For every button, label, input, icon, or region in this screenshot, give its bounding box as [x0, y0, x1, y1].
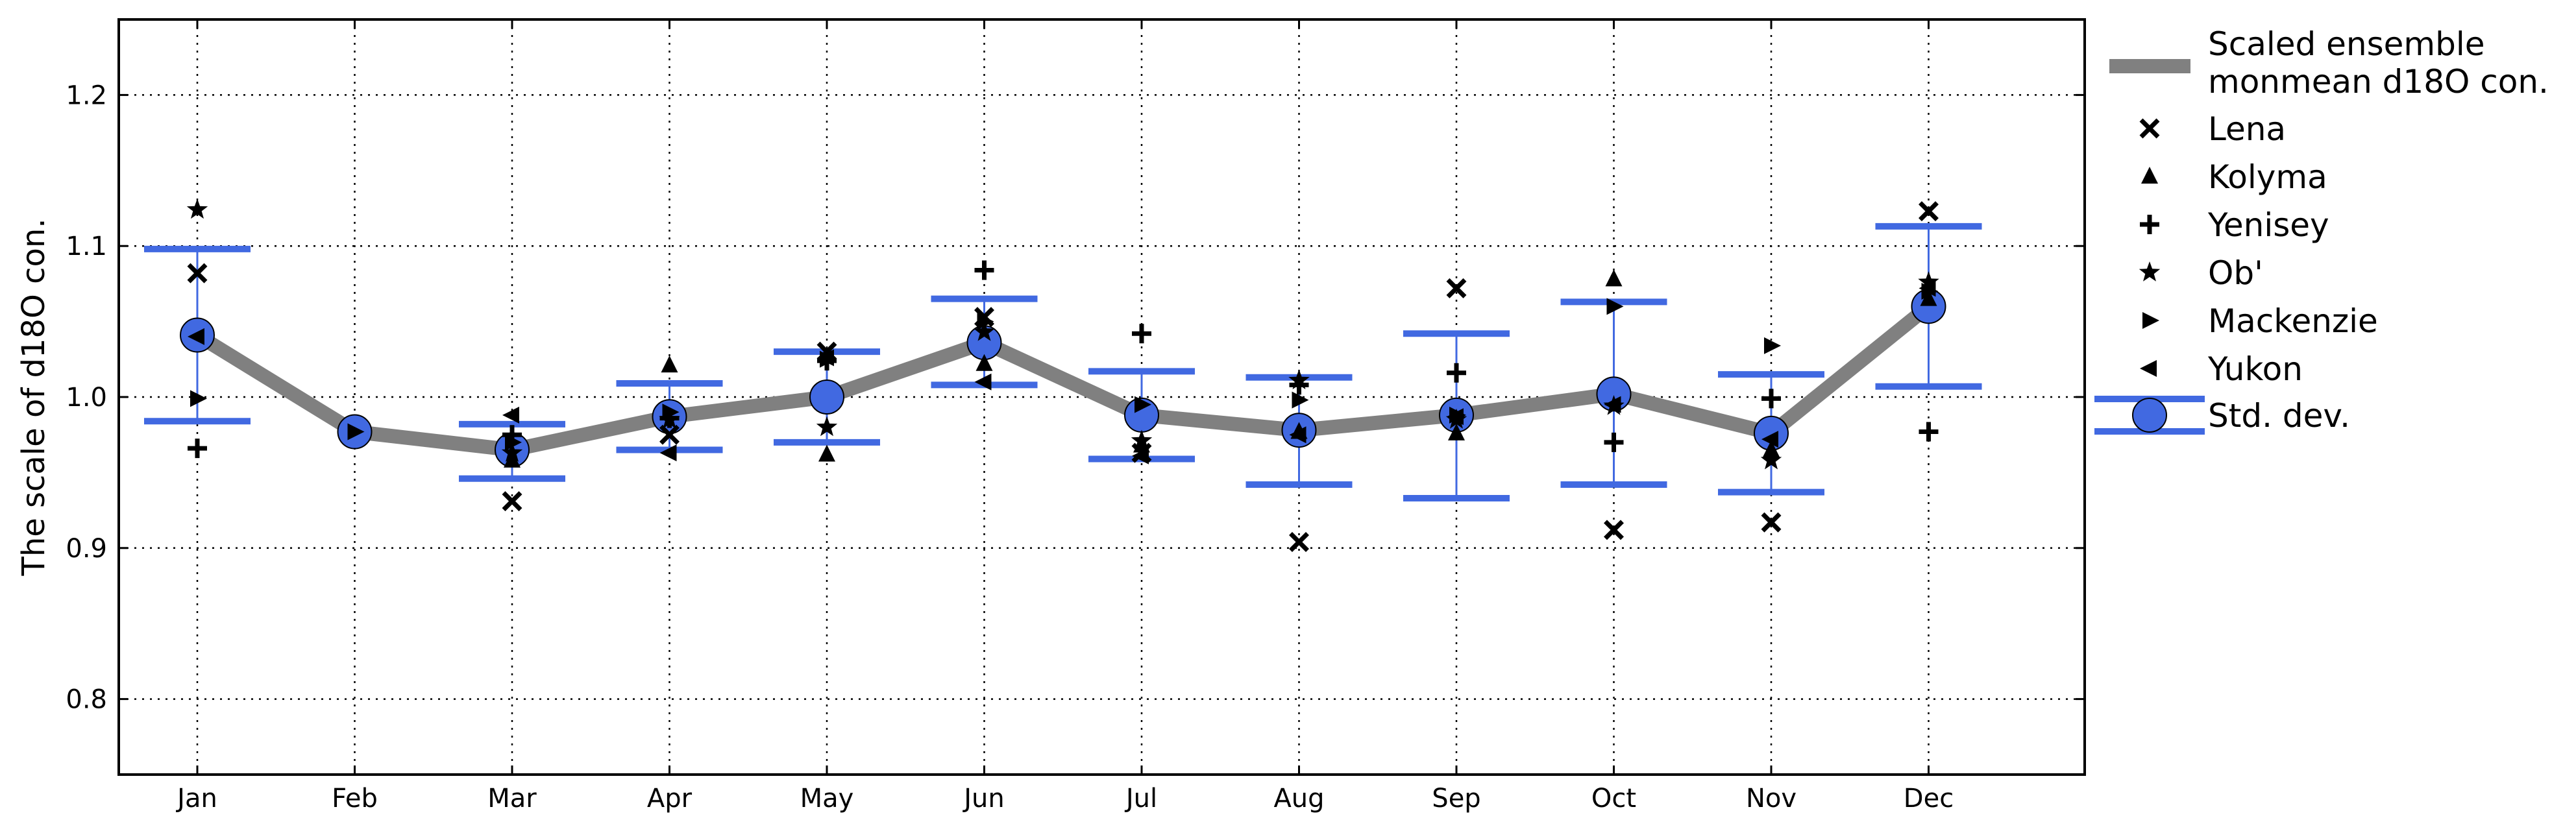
marker-ob: [501, 442, 523, 462]
marker-ob: [1918, 271, 1939, 291]
legend-label: Scaled ensemble monmean d18O con.: [2208, 25, 2549, 101]
marker-yenisey: [1761, 389, 1781, 409]
marker-ob: [1760, 449, 1782, 470]
y-tick-label: 1.1: [66, 232, 107, 261]
marker-mackenzie: [1292, 391, 1309, 409]
y-axis-label: The scale of d18O con.: [16, 218, 52, 576]
marker-ob: [1288, 369, 1310, 390]
grid: [119, 19, 2085, 775]
legend-handle-mackenzie: [2142, 312, 2159, 329]
marker-lena: [502, 491, 522, 512]
legend-label: Yukon: [2207, 350, 2303, 388]
legend-label: Lena: [2208, 110, 2286, 148]
marker-lena: [1289, 532, 1309, 552]
marker-ob: [186, 199, 208, 219]
marker-kolyma: [1920, 289, 1937, 306]
marker-ob: [974, 320, 995, 341]
legend-label-line: Scaled ensemble: [2208, 25, 2485, 63]
legend-handle-std-mean: [2132, 398, 2167, 433]
ensemble-line: [193, 300, 1933, 457]
marker-yukon: [502, 406, 519, 424]
legend-handle-kolyma: [2141, 167, 2158, 184]
marker-yukon: [1132, 447, 1149, 464]
marker-ob: [1131, 429, 1153, 450]
marker-kolyma: [1763, 440, 1780, 457]
legend-label: Yenisey: [2207, 206, 2329, 244]
std-dev-mean-point: [809, 379, 844, 415]
marker-mackenzie: [190, 390, 207, 407]
y-tick-label: 0.9: [66, 534, 107, 564]
x-tick-label: Jan: [175, 784, 217, 813]
marker-kolyma: [1448, 423, 1465, 440]
x-tick-label: Aug: [1273, 784, 1324, 813]
x-tick-label: Jul: [1124, 784, 1157, 813]
marker-kolyma: [661, 355, 678, 373]
marker-lena: [187, 263, 208, 283]
x-tick-label: Dec: [1904, 784, 1954, 813]
legend-label-line: monmean d18O con.: [2208, 63, 2549, 101]
std-dev-mean-point: [1596, 376, 1632, 412]
marker-yenisey: [1604, 432, 1624, 452]
x-tick-label: Nov: [1746, 784, 1797, 813]
marker-kolyma: [818, 444, 835, 462]
marker-lena: [1604, 520, 1624, 540]
x-axis: Jan Feb Mar Apr May Jun Jul Aug Sep Oct Nov Dec: [175, 19, 1954, 813]
marker-yukon: [188, 328, 204, 345]
marker-mackenzie: [662, 403, 680, 421]
marker-mackenzie: [1606, 298, 1624, 315]
marker-mackenzie: [977, 313, 994, 330]
x-tick-label: Feb: [332, 784, 378, 813]
marker-yukon: [974, 373, 992, 391]
marker-yukon: [1289, 426, 1306, 444]
marker-lena: [659, 424, 680, 445]
marker-mackenzie: [1764, 337, 1781, 354]
y-tick-label: 1.0: [66, 383, 107, 413]
marker-yukon: [1604, 396, 1621, 413]
marker-ob: [659, 408, 680, 429]
legend-handle-lena: [2139, 118, 2160, 139]
x-tick-label: Oct: [1591, 784, 1636, 813]
legend: Scaled ensemble monmean d18O con. Lena Koly…: [2094, 25, 2549, 435]
marker-mackenzie: [505, 433, 522, 451]
marker-yenisey: [1132, 324, 1151, 344]
legend-handle-ob: [2139, 261, 2161, 282]
legend-label: Mackenzie: [2208, 302, 2378, 340]
marker-yukon: [1919, 280, 1936, 297]
marker-lena: [1761, 512, 1782, 533]
legend-label: Kolyma: [2208, 158, 2327, 196]
legend-handle-yukon: [2140, 360, 2157, 377]
x-tick-label: Sep: [1432, 784, 1480, 813]
x-tick-label: Jun: [962, 784, 1005, 813]
legend-label: Std. dev.: [2208, 397, 2350, 435]
marker-yukon: [1447, 408, 1464, 426]
marker-yenisey: [1919, 422, 1939, 442]
series-layer: [144, 199, 1982, 552]
marker-kolyma: [975, 354, 993, 371]
marker-mackenzie: [1135, 396, 1151, 413]
legend-handle-yenisey: [2140, 215, 2159, 234]
marker-ob: [816, 416, 838, 437]
y-tick-label: 1.2: [66, 80, 107, 110]
legend-label: Ob': [2208, 254, 2263, 292]
marker-yenisey: [974, 260, 994, 280]
marker-yenisey: [188, 439, 207, 459]
marker-mackenzie: [347, 423, 365, 440]
y-axis: 0.8 0.9 1.0 1.1 1.2: [66, 80, 2085, 715]
marker-lena: [1446, 278, 1467, 298]
marker-lena: [1919, 201, 1939, 222]
x-tick-label: May: [800, 784, 854, 813]
marker-kolyma: [1605, 269, 1623, 287]
marker-yenisey: [1447, 363, 1466, 383]
x-tick-label: Mar: [487, 784, 537, 813]
x-tick-label: Apr: [647, 784, 693, 813]
marker-yukon: [659, 444, 677, 462]
y-tick-label: 0.8: [66, 685, 107, 715]
marker-yukon: [817, 349, 834, 367]
marker-kolyma: [504, 450, 521, 468]
marker-yukon: [1761, 431, 1778, 448]
